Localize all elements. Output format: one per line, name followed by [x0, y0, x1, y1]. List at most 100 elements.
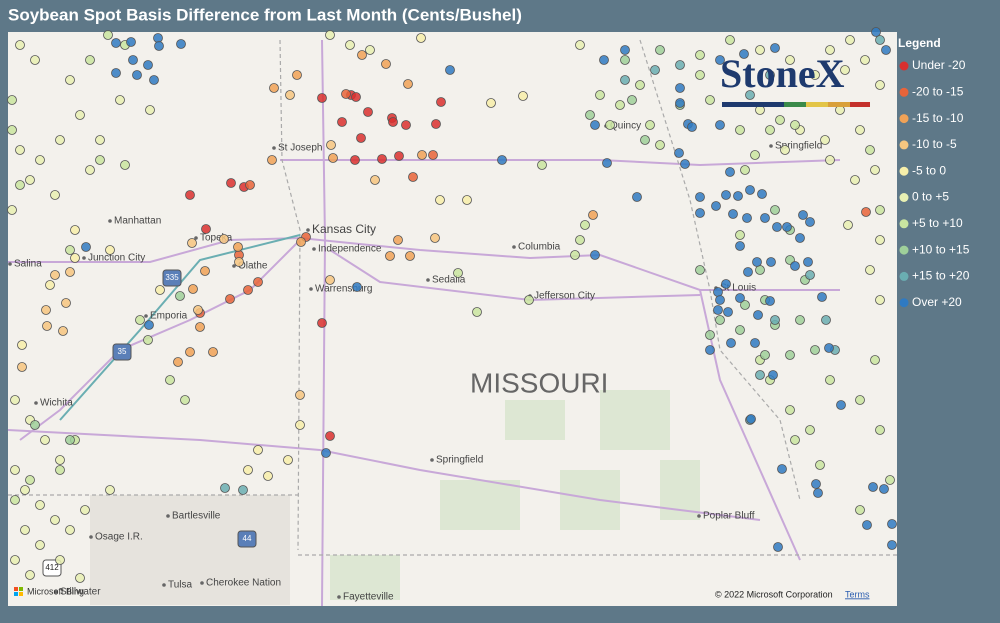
- location-dot[interactable]: [253, 277, 263, 287]
- location-dot[interactable]: [253, 445, 263, 455]
- location-dot[interactable]: [871, 27, 881, 37]
- location-dot[interactable]: [41, 305, 51, 315]
- location-dot[interactable]: [65, 75, 75, 85]
- location-dot[interactable]: [85, 165, 95, 175]
- location-dot[interactable]: [267, 155, 277, 165]
- location-dot[interactable]: [752, 257, 762, 267]
- location-dot[interactable]: [173, 357, 183, 367]
- location-dot[interactable]: [750, 338, 760, 348]
- location-dot[interactable]: [58, 326, 68, 336]
- location-dot[interactable]: [580, 220, 590, 230]
- legend-label[interactable]: +15 to +20: [912, 269, 970, 283]
- location-dot[interactable]: [785, 55, 795, 65]
- legend-label[interactable]: +10 to +15: [912, 242, 970, 256]
- location-dot[interactable]: [805, 217, 815, 227]
- location-dot[interactable]: [870, 165, 880, 175]
- location-dot[interactable]: [879, 484, 889, 494]
- location-dot[interactable]: [620, 45, 630, 55]
- location-dot[interactable]: [10, 495, 20, 505]
- location-dot[interactable]: [713, 305, 723, 315]
- location-dot[interactable]: [120, 160, 130, 170]
- location-dot[interactable]: [825, 45, 835, 55]
- location-dot[interactable]: [843, 220, 853, 230]
- location-dot[interactable]: [817, 292, 827, 302]
- legend-label[interactable]: -20 to -15: [912, 84, 964, 98]
- location-dot[interactable]: [35, 500, 45, 510]
- location-dot[interactable]: [723, 307, 733, 317]
- location-dot[interactable]: [143, 60, 153, 70]
- location-dot[interactable]: [760, 213, 770, 223]
- location-dot[interactable]: [721, 190, 731, 200]
- location-dot[interactable]: [394, 151, 404, 161]
- location-dot[interactable]: [711, 201, 721, 211]
- location-dot[interactable]: [705, 330, 715, 340]
- location-dot[interactable]: [868, 482, 878, 492]
- location-dot[interactable]: [725, 35, 735, 45]
- location-dot[interactable]: [602, 158, 612, 168]
- location-dot[interactable]: [705, 345, 715, 355]
- location-dot[interactable]: [725, 167, 735, 177]
- location-dot[interactable]: [715, 295, 725, 305]
- legend-label[interactable]: 0 to +5: [912, 190, 949, 204]
- location-dot[interactable]: [745, 90, 755, 100]
- location-dot[interactable]: [145, 105, 155, 115]
- location-dot[interactable]: [55, 465, 65, 475]
- location-dot[interactable]: [773, 542, 783, 552]
- location-dot[interactable]: [453, 268, 463, 278]
- location-dot[interactable]: [321, 448, 331, 458]
- legend-label[interactable]: -5 to 0: [912, 163, 946, 177]
- location-dot[interactable]: [810, 70, 820, 80]
- location-dot[interactable]: [705, 95, 715, 105]
- location-dot[interactable]: [405, 251, 415, 261]
- location-dot[interactable]: [675, 60, 685, 70]
- location-dot[interactable]: [462, 195, 472, 205]
- location-dot[interactable]: [821, 315, 831, 325]
- location-dot[interactable]: [317, 318, 327, 328]
- location-dot[interactable]: [269, 83, 279, 93]
- location-dot[interactable]: [695, 208, 705, 218]
- location-dot[interactable]: [15, 40, 25, 50]
- location-dot[interactable]: [381, 59, 391, 69]
- location-dot[interactable]: [795, 315, 805, 325]
- location-dot[interactable]: [785, 405, 795, 415]
- location-dot[interactable]: [345, 40, 355, 50]
- location-dot[interactable]: [805, 425, 815, 435]
- location-dot[interactable]: [220, 483, 230, 493]
- location-dot[interactable]: [30, 55, 40, 65]
- location-dot[interactable]: [295, 390, 305, 400]
- location-dot[interactable]: [825, 375, 835, 385]
- location-dot[interactable]: [813, 488, 823, 498]
- location-dot[interactable]: [435, 195, 445, 205]
- location-dot[interactable]: [70, 225, 80, 235]
- location-dot[interactable]: [416, 33, 426, 43]
- location-dot[interactable]: [805, 270, 815, 280]
- location-dot[interactable]: [795, 233, 805, 243]
- location-dot[interactable]: [881, 45, 891, 55]
- location-dot[interactable]: [111, 68, 121, 78]
- location-dot[interactable]: [772, 222, 782, 232]
- location-dot[interactable]: [650, 65, 660, 75]
- location-dot[interactable]: [735, 241, 745, 251]
- location-dot[interactable]: [149, 75, 159, 85]
- location-dot[interactable]: [17, 362, 27, 372]
- location-dot[interactable]: [292, 70, 302, 80]
- location-dot[interactable]: [175, 291, 185, 301]
- location-dot[interactable]: [675, 83, 685, 93]
- location-dot[interactable]: [283, 455, 293, 465]
- location-dot[interactable]: [875, 235, 885, 245]
- location-dot[interactable]: [824, 343, 834, 353]
- location-dot[interactable]: [417, 150, 427, 160]
- location-dot[interactable]: [775, 115, 785, 125]
- location-dot[interactable]: [615, 100, 625, 110]
- location-dot[interactable]: [187, 238, 197, 248]
- location-dot[interactable]: [575, 235, 585, 245]
- location-dot[interactable]: [263, 471, 273, 481]
- location-dot[interactable]: [352, 282, 362, 292]
- location-dot[interactable]: [599, 55, 609, 65]
- location-dot[interactable]: [735, 125, 745, 135]
- location-dot[interactable]: [103, 30, 113, 40]
- location-dot[interactable]: [627, 95, 637, 105]
- location-dot[interactable]: [201, 224, 211, 234]
- location-dot[interactable]: [740, 165, 750, 175]
- location-dot[interactable]: [393, 235, 403, 245]
